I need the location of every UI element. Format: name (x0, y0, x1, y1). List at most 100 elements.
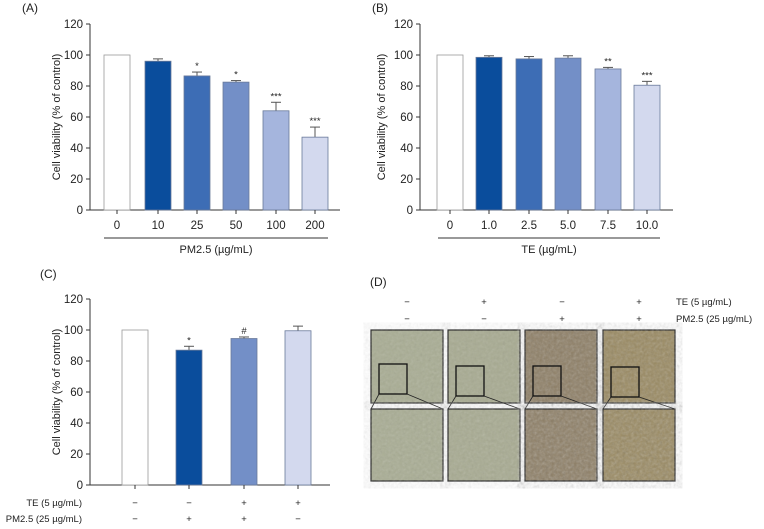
y-tick-label: 20 (70, 174, 83, 186)
y-tick-label: 40 (400, 143, 413, 155)
y-tick-label: 60 (400, 112, 413, 124)
significance-marker: * (187, 335, 191, 346)
zoom-region-box (532, 365, 562, 397)
y-tick-label: 100 (394, 50, 413, 62)
y-tick-label: 60 (70, 112, 83, 124)
y-tick-label: 80 (70, 356, 83, 368)
micrograph (602, 329, 676, 482)
y-tick-label: 120 (64, 294, 83, 306)
bar (262, 110, 290, 211)
zoom-region-box (610, 366, 640, 398)
treatment-label: TE (5 µg/mL) (26, 498, 82, 509)
micrograph (447, 329, 521, 482)
y-tick-label: 40 (70, 418, 83, 430)
y-tick-label: 60 (70, 387, 83, 399)
bar (301, 136, 329, 211)
bar (175, 349, 203, 486)
panel-label: (A) (22, 1, 38, 15)
treatment-sign: − (186, 498, 192, 509)
significance-marker: *** (309, 116, 320, 127)
y-tick-label: 120 (64, 19, 83, 31)
treatment-sign: + (241, 514, 247, 525)
y-tick-label: 100 (64, 50, 83, 62)
x-tick-label: 0 (447, 220, 453, 232)
y-tick-label: 80 (400, 81, 413, 93)
zoom-connector (406, 393, 444, 410)
y-tick-label: 20 (400, 174, 413, 186)
panel-label: (B) (372, 1, 388, 15)
bar (475, 56, 503, 211)
treatment-sign: − (559, 297, 565, 308)
y-tick-label: 40 (70, 143, 83, 155)
zoom-connector (560, 395, 598, 410)
significance-marker: *** (270, 91, 281, 102)
x-tick-label: 7.5 (600, 220, 616, 232)
x-tick-label: 50 (230, 220, 243, 232)
x-tick-label: 2.5 (521, 220, 537, 232)
bar (633, 84, 661, 211)
zoom-region-box (378, 363, 408, 395)
treatment-sign: − (132, 514, 138, 525)
y-axis-label: Cell viability (% of control) (376, 54, 388, 181)
treatment-label: PM2.5 (25 µg/mL) (676, 314, 752, 325)
x-tick-label: 0 (114, 220, 120, 232)
treatment-sign: + (241, 498, 247, 509)
treatment-sign: + (636, 297, 642, 308)
treatment-sign: + (481, 297, 487, 308)
significance-marker: # (241, 326, 247, 337)
panel-d-micrographs: (D) − + − + TE (5 µg/mL) − − + + PM2.5 (25 µg/mL) (370, 275, 752, 482)
treatment-sign: − (481, 314, 487, 325)
x-axis-label: TE (µg/mL) (521, 244, 576, 256)
zoom-connector (447, 395, 457, 410)
y-axis-label: Cell viability (% of control) (51, 329, 63, 456)
micrograph (370, 329, 444, 482)
chart-c: (C) 0 20 40 60 80 100 120 Cell viability (% of c… (6, 267, 330, 525)
bar (103, 54, 131, 211)
x-axis-label: PM2.5 (µg/mL) (180, 244, 253, 256)
bar (183, 75, 211, 211)
micrograph (524, 329, 598, 482)
y-tick-label: 0 (77, 480, 83, 492)
bar (515, 58, 543, 211)
x-tick-label: 10 (152, 220, 165, 232)
y-tick-label: 20 (70, 449, 83, 461)
treatment-sign: + (186, 514, 192, 525)
treatment-sign: − (132, 498, 138, 509)
x-tick-label: 25 (191, 220, 204, 232)
treatment-sign: + (295, 498, 301, 509)
significance-marker: *** (641, 70, 652, 81)
chart-b: (B) 0 20 40 60 80 100 120 Cell viability (% of c… (372, 1, 673, 256)
zoom-connector (638, 396, 676, 410)
zoom-connector (602, 396, 612, 410)
significance-marker: ** (604, 56, 612, 67)
treatment-sign: + (559, 314, 565, 325)
bar (121, 329, 149, 486)
zoom-connector (483, 395, 521, 410)
y-tick-label: 100 (64, 325, 83, 337)
chart-a: (A) 0 20 40 60 80 100 120 Cell viability (% of c… (22, 1, 340, 256)
y-tick-label: 80 (70, 81, 83, 93)
treatment-sign: − (404, 297, 410, 308)
treatment-sign: + (636, 314, 642, 325)
zoom-connector (370, 393, 380, 410)
bar (284, 330, 312, 486)
treatment-label: TE (5 µg/mL) (676, 297, 732, 308)
bar (144, 60, 172, 211)
zoom-connector (524, 395, 534, 410)
treatment-sign: − (404, 314, 410, 325)
x-tick-label: 10.0 (636, 220, 658, 232)
bar (436, 54, 464, 211)
panel-label: (C) (40, 267, 57, 281)
bar (594, 68, 622, 211)
significance-marker: * (234, 70, 238, 81)
y-axis-label: Cell viability (% of control) (51, 54, 63, 181)
significance-marker: * (195, 61, 199, 72)
x-tick-label: 200 (305, 220, 324, 232)
bar (222, 81, 250, 211)
x-tick-label: 5.0 (560, 220, 576, 232)
zoom-region-box (455, 365, 485, 397)
bar (554, 57, 582, 211)
x-tick-label: 1.0 (481, 220, 497, 232)
y-tick-label: 120 (394, 19, 413, 31)
